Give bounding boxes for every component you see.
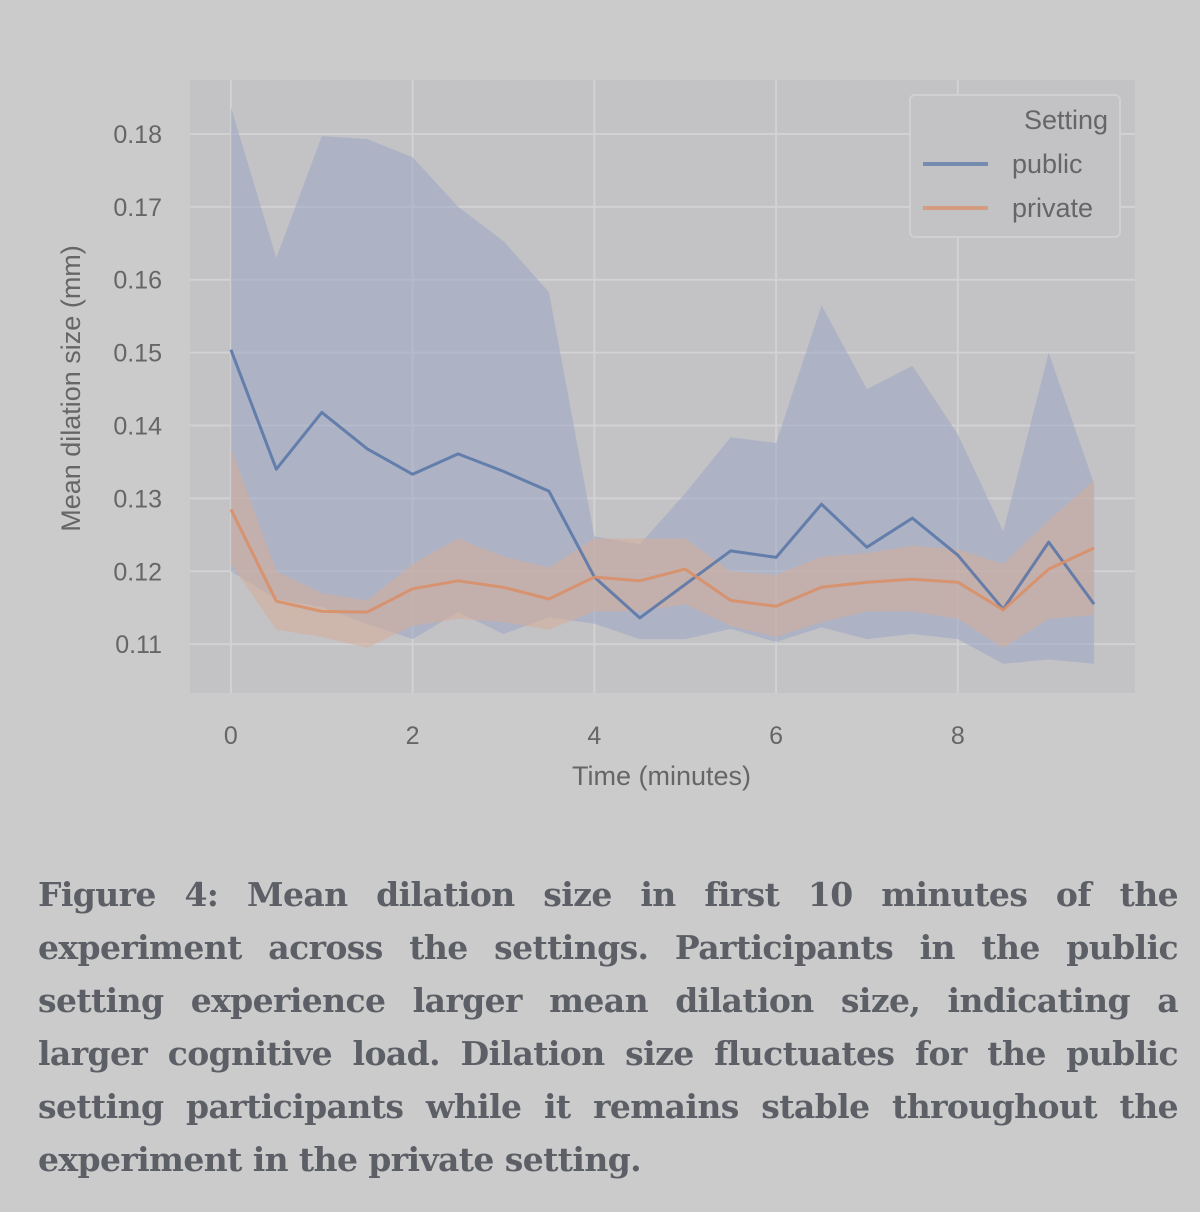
legend-label-private: private (1012, 193, 1093, 223)
legend-box (909, 94, 1121, 238)
chart: 0.11 0.12 0.13 0.14 0.15 0.16 0.17 0.18 0 2 4 6 8 M… (56, 80, 1135, 791)
confidence-bands (230, 107, 1095, 664)
series-line-public (229, 349, 1096, 620)
series-lines (229, 349, 1096, 620)
x-axis-label: Time (minutes) (572, 761, 751, 791)
figure-caption: Figure 4: Mean dilation size in first 10… (38, 875, 1179, 1179)
y-tick-label: 0.15 (113, 340, 162, 368)
y-tick-label: 0.17 (113, 194, 162, 222)
y-tick-label: 0.13 (113, 485, 162, 513)
series-line-private (229, 508, 1095, 614)
y-tick-label: 0.14 (113, 412, 162, 440)
y-tick-label: 0.16 (113, 267, 162, 295)
x-tick-label: 8 (951, 722, 965, 750)
y-tick-label: 0.12 (113, 558, 162, 586)
y-axis-ticks: 0.11 0.12 0.13 0.14 0.15 0.16 0.17 0.18 (113, 121, 162, 659)
legend: Setting public private (909, 94, 1121, 238)
x-tick-label: 0 (224, 722, 238, 750)
y-tick-label: 0.18 (113, 121, 162, 149)
legend-label-public: public (1012, 149, 1083, 179)
y-axis-label: Mean dilation size (mm) (56, 245, 86, 532)
x-tick-label: 2 (406, 722, 420, 750)
y-tick-label: 0.11 (115, 631, 162, 659)
legend-title: Setting (1024, 105, 1108, 135)
x-tick-label: 6 (769, 722, 783, 750)
x-tick-label: 4 (587, 722, 601, 750)
ci-band-private (230, 447, 1095, 648)
x-axis-ticks: 0 2 4 6 8 (224, 722, 965, 750)
ci-band-public (230, 107, 1095, 664)
